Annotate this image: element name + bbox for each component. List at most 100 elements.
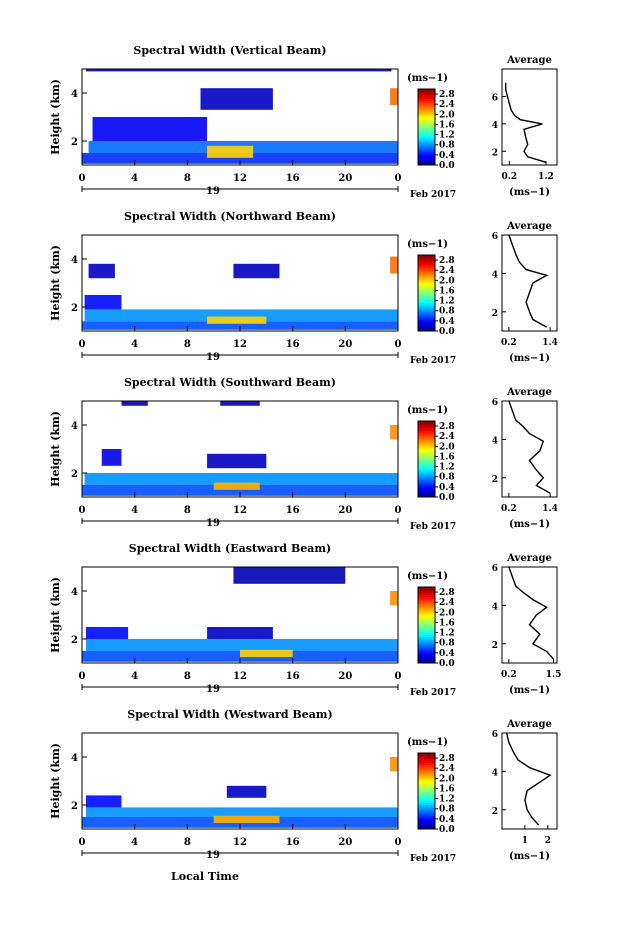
- x-tick-label: 8: [184, 837, 191, 848]
- average-y-tick-label: 2: [492, 641, 498, 651]
- colorbar-cell: [418, 626, 435, 630]
- x-tick-label: 4: [131, 837, 138, 848]
- colorbar-cell: [418, 422, 435, 426]
- y-tick-label: 4: [71, 255, 78, 266]
- average-x-label: (ms−1): [509, 353, 550, 364]
- average-y-tick-label: 4: [492, 602, 498, 612]
- average-profile: Average 2 4 6 0.2 1.4 (ms−1): [492, 221, 558, 364]
- y-axis-label: Height (km): [49, 411, 62, 487]
- colorbar-cell: [418, 495, 435, 498]
- colorbar-cell: [418, 302, 435, 305]
- average-x-tick-label: 0.2: [501, 338, 517, 348]
- colorbar-tick-label: 2.8: [439, 422, 455, 432]
- average-x-label: (ms−1): [509, 851, 550, 862]
- x-tick-label: 16: [286, 505, 300, 516]
- panel-title: Spectral Width (Eastward Beam): [129, 542, 331, 555]
- day-label: 19: [206, 352, 220, 363]
- heatmap-band: [92, 117, 208, 141]
- colorbar-cell: [418, 304, 435, 307]
- colorbar-cell: [418, 766, 435, 769]
- colorbar-cell: [418, 609, 435, 613]
- x-tick-label: 0: [395, 837, 402, 848]
- y-axis-label: Height (km): [49, 577, 62, 653]
- colorbar-cell: [418, 606, 435, 609]
- colorbar-cell: [418, 451, 435, 454]
- colorbar-cell: [418, 308, 435, 311]
- average-y-tick-label: 4: [492, 436, 498, 446]
- colorbar-cell: [418, 640, 435, 643]
- colorbar-cell: [418, 428, 435, 431]
- heatmap-band: [85, 807, 398, 817]
- colorbar-cell: [418, 432, 435, 435]
- x-tick-label: 0: [79, 173, 86, 184]
- colorbar-cell: [418, 149, 435, 153]
- heatmap-band: [85, 639, 398, 651]
- heatmap-band: [84, 473, 398, 485]
- colorbar-cell: [418, 121, 435, 124]
- x-tick-label: 0: [79, 339, 86, 350]
- average-x-tick-label: 1.4: [542, 338, 558, 348]
- colorbar-cell: [418, 802, 435, 805]
- colorbar-tick-label: 0.8: [439, 805, 455, 815]
- x-tick-label: 0: [395, 671, 402, 682]
- colorbar-cell: [418, 138, 435, 141]
- colorbar-cell: [418, 117, 435, 120]
- colorbar-cell: [418, 619, 435, 622]
- x-tick-label: 20: [338, 671, 352, 682]
- y-axis-label: Height (km): [49, 743, 62, 819]
- colorbar-cell: [418, 325, 435, 328]
- colorbar-cell: [418, 815, 435, 819]
- heatmap-band: [220, 401, 260, 406]
- colorbar-cell: [418, 111, 435, 115]
- colorbar-cell: [418, 817, 435, 820]
- colorbar-tick-label: 2.4: [439, 100, 455, 110]
- x-tick-label: 8: [184, 671, 191, 682]
- y-tick-label: 2: [71, 635, 78, 646]
- average-profile: Average 2 4 6 0.2 1.2 (ms−1): [492, 55, 558, 198]
- colorbar-cell: [418, 441, 435, 445]
- heatmap-band: [390, 425, 398, 440]
- heatmap-band: [390, 591, 398, 606]
- colorbar-cell: [418, 472, 435, 475]
- x-tick-label: 0: [395, 173, 402, 184]
- colorbar-cell: [418, 306, 435, 309]
- colorbar-cell: [418, 783, 435, 786]
- colorbar-tick-label: 2.8: [439, 90, 455, 100]
- y-tick-label: 4: [71, 89, 78, 100]
- colorbar-cell: [418, 485, 435, 488]
- colorbar-tick-label: 2.8: [439, 256, 455, 266]
- colorbar-cell: [418, 144, 435, 147]
- heatmap-band: [82, 485, 398, 496]
- average-y-tick-label: 2: [492, 148, 498, 158]
- y-tick-label: 2: [71, 801, 78, 812]
- average-y-tick-label: 6: [492, 232, 498, 242]
- y-axis-label: Height (km): [49, 245, 62, 321]
- colorbar-cell: [418, 127, 435, 130]
- colorbar-tick-label: 2.0: [439, 442, 455, 452]
- colorbar-tick-label: 2.4: [439, 764, 455, 774]
- x-tick-label: 0: [395, 505, 402, 516]
- x-tick-label: 12: [233, 339, 247, 350]
- colorbar-cell: [418, 315, 435, 319]
- colorbar-cell: [418, 625, 435, 628]
- colorbar-tick-label: 0.4: [439, 815, 455, 825]
- colorbar-cell: [418, 268, 435, 271]
- colorbar-frame: [417, 586, 436, 664]
- colorbar-cell: [418, 645, 435, 649]
- x-tick-label: 0: [395, 339, 402, 350]
- colorbar-tick-label: 0.0: [439, 659, 455, 669]
- colorbar-cell: [418, 813, 435, 817]
- average-x-tick-label: 0.2: [501, 504, 517, 514]
- colorbar-cell: [418, 94, 435, 98]
- average-x-tick-label: 1: [522, 836, 528, 846]
- colorbar-cell: [418, 128, 435, 132]
- colorbar-cell: [418, 821, 435, 824]
- colorbar-cell: [418, 661, 435, 664]
- colorbar-cell: [418, 255, 435, 258]
- colorbar-cell: [418, 277, 435, 281]
- colorbar-cell: [418, 653, 435, 656]
- panel-title: Spectral Width (Westward Beam): [127, 708, 332, 721]
- colorbar-cell: [418, 491, 435, 494]
- colorbar-tick-label: 2.4: [439, 432, 455, 442]
- x-tick-label: 4: [131, 671, 138, 682]
